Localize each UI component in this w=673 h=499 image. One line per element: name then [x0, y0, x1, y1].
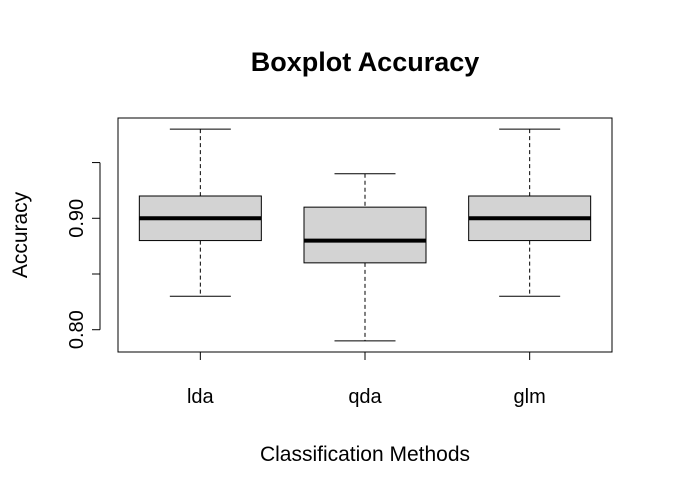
x-tick-label: lda	[187, 386, 215, 408]
y-axis: 0.80 0.90	[66, 162, 101, 349]
chart-title: Boxplot Accuracy	[251, 47, 480, 77]
y-tick-label: 0.80	[66, 310, 88, 349]
x-axis: lda qda glm	[187, 351, 546, 408]
x-axis-label: Classification Methods	[260, 443, 470, 466]
boxes-layer	[138, 128, 592, 342]
x-tick-label: qda	[348, 386, 382, 408]
y-axis-label: Accuracy	[9, 191, 32, 278]
box-qda	[303, 173, 427, 342]
box-lda	[138, 128, 262, 297]
x-tick-label: glm	[514, 386, 546, 408]
box-glm	[468, 128, 592, 297]
iqr-box	[303, 206, 427, 264]
y-tick-label: 0.90	[66, 199, 88, 238]
